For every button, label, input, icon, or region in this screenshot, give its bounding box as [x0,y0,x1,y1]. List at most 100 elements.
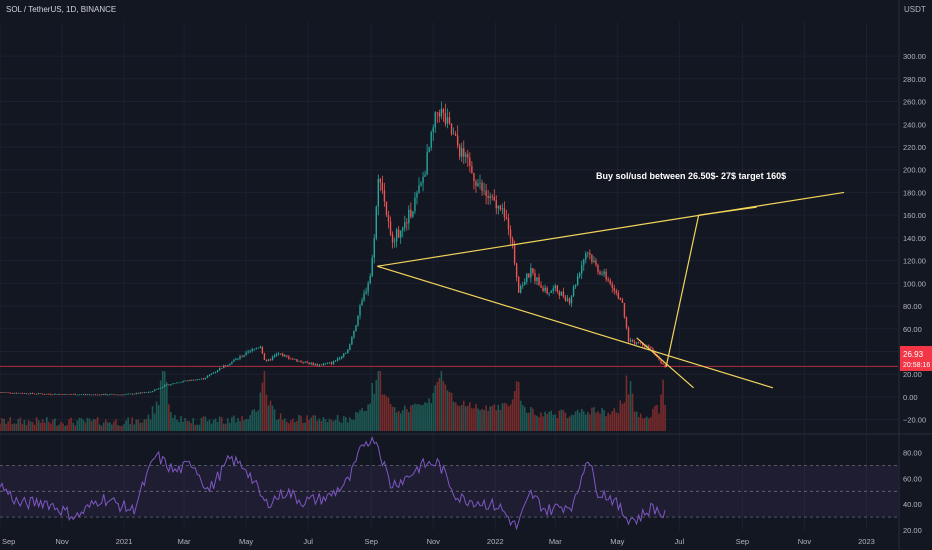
candle-body [170,384,172,386]
candle-body [627,327,630,342]
candle-body [617,292,620,299]
volume-bar [505,403,508,431]
volume-bar [74,425,77,431]
candle-body [587,252,589,254]
candle-body [552,288,554,291]
price-axis[interactable]: 300.00 280.00 260.00 240.00 220.00 200.00 180.… [903,52,926,535]
trendline-target-leg[interactable] [698,206,757,216]
volume-bar [532,408,534,431]
volume-bar [489,406,491,431]
volume-bar [224,423,227,431]
price-tick-label: 220.00 [903,143,926,152]
volume-bar [141,422,144,431]
candle-body [109,394,111,395]
volume-bar [113,421,115,431]
candle-body [54,394,56,395]
time-axis[interactable]: Sep Nov 2021 Mar May Jul Sep Nov 2022 Mar May Jul Se… [2,537,875,546]
price-badge-countdown: 20:58:16 [903,362,930,369]
candle-body [149,391,152,393]
volume-bar [554,414,557,431]
candle-body [454,133,457,136]
volume-bar [359,410,361,431]
price-candles[interactable] [0,101,666,396]
time-tick-label: Mar [549,537,562,546]
volume-bar [562,410,565,431]
candle-body [389,221,392,235]
volume-bar [263,371,266,431]
price-tick-label: 240.00 [903,120,926,129]
volume-bar [497,404,500,431]
candle-body [373,238,375,258]
trendlines[interactable] [377,191,845,389]
candle-body [74,394,76,395]
candle-body [438,112,441,117]
volume-bar [60,421,62,431]
rsi-line[interactable] [0,436,666,531]
volume-bar [247,419,249,431]
candle-body [48,394,50,395]
candle-body [251,349,253,351]
volume-bar [302,422,304,431]
candle-body [9,392,11,394]
candle-body [369,275,371,284]
trendline-upper[interactable] [377,191,845,267]
volume-bar [292,418,294,431]
volume-bar [94,419,97,431]
volume-bar [403,405,406,431]
candle-body [334,360,337,362]
volume-bar [438,377,441,431]
volume-bar [5,423,7,431]
volume-bar [342,416,345,431]
volume-bar [123,423,125,431]
candle-body [544,287,546,291]
volume-bar [109,422,111,431]
volume-bar [530,406,532,431]
candle-body [635,342,638,344]
trendline-wedge-minor[interactable] [636,337,694,389]
volume-bar [267,405,270,431]
candle-body [536,277,538,281]
volume-bar [568,416,571,431]
rsi-pane[interactable] [0,436,898,531]
candle-body [249,350,251,352]
candle-body [253,348,255,350]
candle-body [1,392,3,393]
volume-bar [611,411,614,431]
trendline-buy-zone-leg[interactable] [665,215,700,367]
volume-bar [178,422,180,431]
candle-body [497,205,500,209]
volume-bar [145,418,148,431]
candle-body [495,200,497,209]
candle-body [194,379,196,381]
candle-body [487,196,489,199]
candle-body [448,117,451,124]
trendline-lower[interactable] [377,265,774,389]
candle-body [574,284,577,287]
volume-bar [92,418,95,431]
candle-body [412,211,414,217]
volume-bar [340,422,343,431]
candle-body [345,353,347,354]
volume-bar [322,417,325,431]
volume-bar [613,408,616,431]
volume-bar [66,425,68,431]
candle-body [341,356,343,359]
annotation-text[interactable]: Buy sol/usd between 26.50$- 27$ target 1… [596,171,786,181]
candle-body [139,392,142,394]
volume-bar [54,418,56,431]
volume-bar [7,421,9,431]
candle-body [528,273,530,278]
candle-body [111,394,113,395]
candle-body [410,209,412,217]
volume-bar [574,411,577,431]
volume-bar [426,402,428,431]
candle-body [237,358,239,360]
candle-body [13,393,15,394]
candle-body [196,379,198,381]
candle-body [515,263,518,277]
volume-bar [589,414,591,431]
candle-body [566,298,569,301]
volume-bar [161,371,164,431]
candle-body [609,280,611,285]
